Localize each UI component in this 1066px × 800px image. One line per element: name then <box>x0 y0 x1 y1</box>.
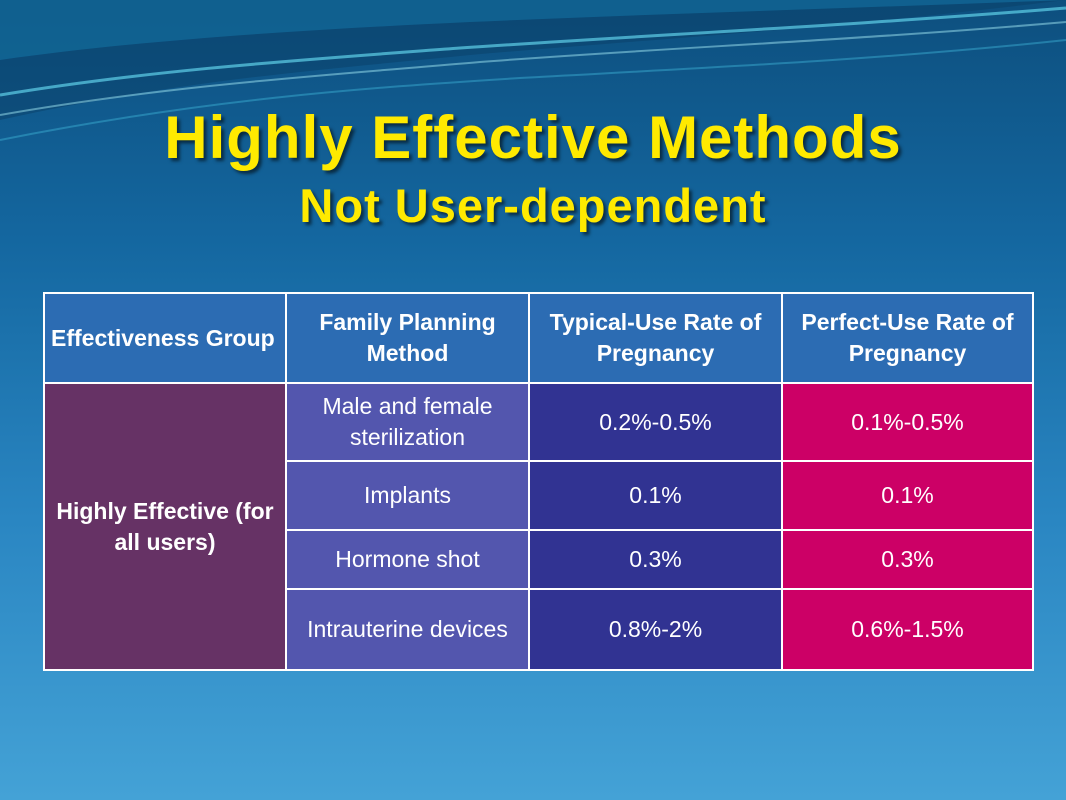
method-cell: Male and female sterilization <box>285 382 530 462</box>
table-row: Implants 0.1% 0.1% <box>44 460 1034 531</box>
table-row: Hormone shot 0.3% 0.3% <box>44 529 1034 590</box>
perfect-use-cell: 0.1% <box>781 460 1034 531</box>
typical-use-cell: 0.8%-2% <box>528 588 783 671</box>
header-perfect-use-rate: Perfect-Use Rate of Pregnancy <box>781 292 1034 384</box>
table-header-row: Effectiveness Group Family Planning Meth… <box>43 292 1034 384</box>
typical-use-cell: 0.1% <box>528 460 783 531</box>
slide-subtitle: Not User-dependent <box>299 179 767 232</box>
method-cell: Intrauterine devices <box>285 588 530 671</box>
table-row: Intrauterine devices 0.8%-2% 0.6%-1.5% <box>44 588 1034 671</box>
table-row: Highly Effective (for all users) Male an… <box>43 382 1034 671</box>
method-cell: Hormone shot <box>285 529 530 590</box>
method-cell: Implants <box>285 460 530 531</box>
perfect-use-cell: 0.1%-0.5% <box>781 382 1034 462</box>
perfect-use-cell: 0.6%-1.5% <box>781 588 1034 671</box>
perfect-use-cell: 0.3% <box>781 529 1034 590</box>
header-typical-use-rate: Typical-Use Rate of Pregnancy <box>528 292 783 384</box>
header-effectiveness-group: Effectiveness Group <box>43 292 287 384</box>
effectiveness-table: Effectiveness Group Family Planning Meth… <box>43 292 1034 671</box>
typical-use-cell: 0.2%-0.5% <box>528 382 783 462</box>
slide-title: Highly Effective Methods <box>164 104 902 171</box>
effectiveness-group-cell: Highly Effective (for all users) <box>43 382 287 671</box>
typical-use-cell: 0.3% <box>528 529 783 590</box>
wave-decoration <box>0 0 1066 141</box>
header-family-planning-method: Family Planning Method <box>285 292 530 384</box>
